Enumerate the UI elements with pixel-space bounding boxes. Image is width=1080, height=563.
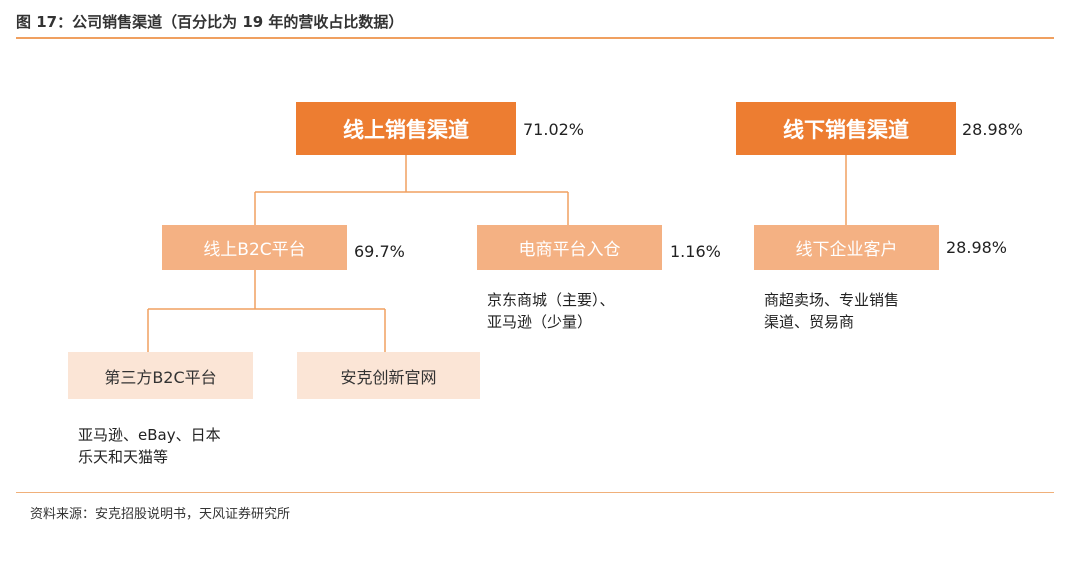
- figure-title: 图 17：公司销售渠道（百分比为 19 年的营收占比数据）: [16, 13, 404, 31]
- pct-online-b2c: 69.7%: [354, 242, 405, 261]
- source-note: 资料来源：安克招股说明书，天风证券研究所: [30, 507, 291, 522]
- node-offline-sales: 线下销售渠道: [736, 102, 956, 155]
- node-ecommerce-warehouse: 电商平台入仓: [477, 225, 662, 270]
- note-line: 京东商城（主要）、: [487, 291, 615, 309]
- pct-offline-enterprise: 28.98%: [946, 238, 1008, 257]
- note-third-party-b2c: 亚马逊、eBay、日本 乐天和天猫等: [78, 424, 221, 468]
- note-line: 乐天和天猫等: [78, 448, 169, 466]
- pct-ecommerce-warehouse: 1.16%: [670, 242, 721, 261]
- node-offline-enterprise: 线下企业客户: [754, 225, 939, 270]
- pct-offline-sales: 28.98%: [962, 120, 1024, 139]
- node-online-b2c: 线上B2C平台: [162, 225, 347, 270]
- node-online-sales: 线上销售渠道: [296, 102, 516, 155]
- note-offline-enterprise: 商超卖场、专业销售 渠道、贸易商: [764, 289, 899, 333]
- note-line: 亚马逊（少量）: [487, 313, 593, 331]
- note-ecommerce-warehouse: 京东商城（主要）、 亚马逊（少量）: [487, 289, 615, 333]
- note-line: 渠道、贸易商: [764, 313, 855, 331]
- note-line: 商超卖场、专业销售: [764, 291, 900, 309]
- note-line: 亚马逊、eBay、日本: [78, 426, 221, 444]
- node-anker-official-site: 安克创新官网: [297, 352, 480, 399]
- top-divider: [16, 37, 1054, 39]
- node-third-party-b2c: 第三方B2C平台: [68, 352, 253, 399]
- bottom-divider: [16, 492, 1054, 493]
- pct-online-sales: 71.02%: [523, 120, 585, 139]
